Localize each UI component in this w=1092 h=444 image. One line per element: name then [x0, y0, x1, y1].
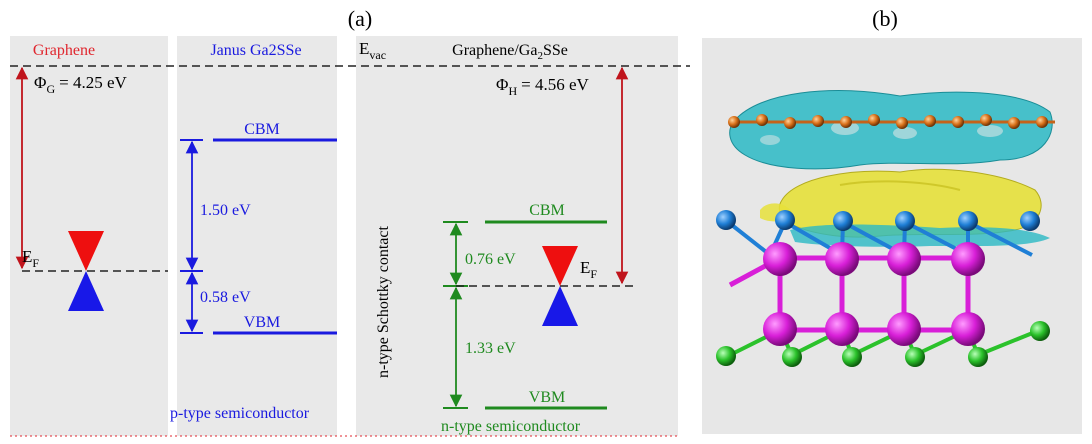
- vacuum-level-label: Evac: [359, 39, 386, 62]
- selenium-atom-row: [716, 210, 1040, 231]
- janus-panel: [177, 36, 337, 436]
- hetero-gap-lower-value: 1.33 eV: [465, 340, 516, 357]
- graphene-atom-row: [728, 114, 1048, 129]
- hetero-fermi-label: EF: [580, 258, 597, 281]
- charge-depletion-region-top: [729, 90, 1053, 170]
- janus-cbm-label: CBM: [244, 121, 280, 138]
- hetero-cbm-label: CBM: [529, 202, 565, 219]
- hetero-type-label: n-type semiconductor: [441, 418, 581, 435]
- graphene-title: Graphene: [33, 42, 95, 59]
- gallium-atom-row-lower: [763, 312, 985, 346]
- sulfur-atom-row: [716, 321, 1050, 367]
- hetero-gap-upper-value: 0.76 eV: [465, 251, 516, 268]
- hetero-work-function-label: ΦH = 4.56 eV: [496, 75, 589, 98]
- janus-type-label: p-type semiconductor: [170, 405, 310, 422]
- hetero-dirac-cone-upper: [542, 246, 578, 286]
- charge-density-structure: [716, 90, 1055, 367]
- panel-label-a: (a): [348, 6, 372, 31]
- janus-gap-lower-value: 0.58 eV: [200, 289, 251, 306]
- graphene-fermi-label: EF: [22, 247, 39, 270]
- schottky-contact-label: n-type Schottky contact: [375, 225, 392, 378]
- graphene-work-function-label: ΦG = 4.25 eV: [34, 73, 127, 96]
- janus-gap-upper-value: 1.50 eV: [200, 202, 251, 219]
- gallium-atom-row-upper: [763, 242, 985, 276]
- hetero-title: Graphene/Ga2SSe: [452, 42, 568, 62]
- janus-title: Janus Ga2SSe: [210, 42, 301, 59]
- panel-label-b: (b): [872, 6, 898, 31]
- hetero-vbm-label: VBM: [529, 389, 565, 406]
- graphene-dirac-cone-lower: [68, 271, 104, 311]
- graphene-dirac-cone-upper: [68, 231, 104, 271]
- hetero-dirac-cone-lower: [542, 286, 578, 326]
- janus-vbm-label: VBM: [244, 314, 280, 331]
